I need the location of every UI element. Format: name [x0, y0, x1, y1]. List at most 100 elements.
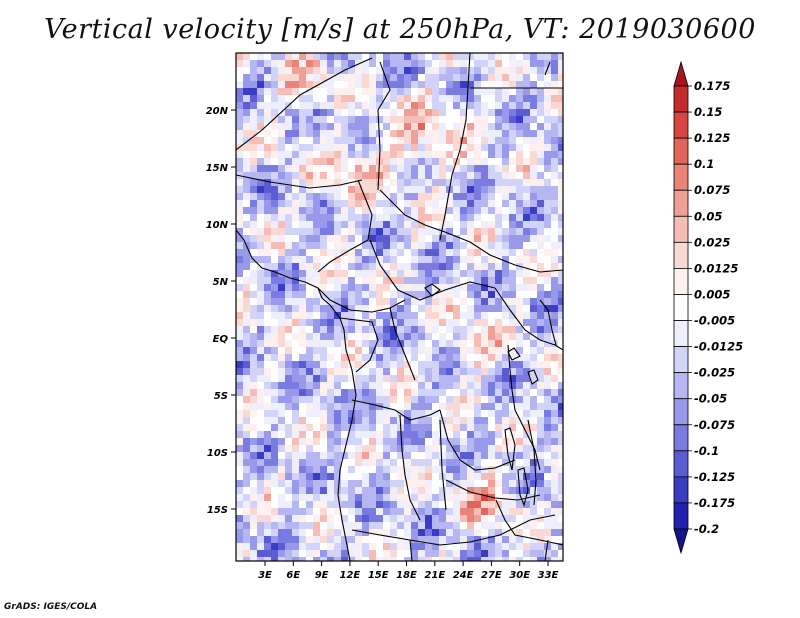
field-cell	[467, 53, 475, 61]
field-cell	[376, 431, 384, 439]
field-cell	[453, 235, 461, 243]
field-cell	[299, 494, 307, 502]
field-cell	[299, 158, 307, 166]
field-cell	[306, 375, 314, 383]
field-cell	[271, 81, 279, 89]
field-cell	[418, 277, 426, 285]
field-cell	[509, 158, 517, 166]
field-cell	[264, 515, 272, 523]
field-cell	[418, 137, 426, 145]
field-cell	[369, 508, 377, 516]
field-cell	[502, 424, 510, 432]
field-cell	[523, 67, 531, 75]
field-cell	[453, 424, 461, 432]
field-cell	[481, 431, 489, 439]
field-cell	[488, 375, 496, 383]
field-cell	[327, 95, 335, 103]
field-cell	[488, 480, 496, 488]
field-cell	[383, 466, 391, 474]
field-cell	[278, 501, 286, 509]
field-cell	[362, 466, 370, 474]
field-cell	[558, 221, 563, 229]
field-cell	[516, 291, 524, 299]
lat-label: 15S	[207, 505, 228, 516]
field-cell	[509, 431, 517, 439]
field-cell	[236, 452, 244, 460]
field-cell	[404, 494, 412, 502]
field-cell	[425, 186, 433, 194]
field-cell	[523, 249, 531, 257]
field-cell	[411, 144, 419, 152]
field-cell	[243, 277, 251, 285]
field-cell	[474, 137, 482, 145]
field-cell	[320, 60, 328, 68]
field-cell	[516, 221, 524, 229]
field-cell	[362, 480, 370, 488]
field-cell	[558, 340, 563, 348]
field-cell	[509, 417, 517, 425]
field-cell	[453, 95, 461, 103]
field-cell	[558, 284, 563, 292]
field-cell	[404, 375, 412, 383]
field-cell	[558, 60, 563, 68]
field-cell	[460, 214, 468, 222]
field-cell	[530, 172, 538, 180]
field-cell	[558, 165, 563, 173]
field-cell	[243, 368, 251, 376]
field-cell	[348, 466, 356, 474]
field-cell	[558, 529, 563, 537]
field-cell	[320, 235, 328, 243]
field-cell	[523, 263, 531, 271]
field-cell	[334, 228, 342, 236]
field-cell	[397, 249, 405, 257]
field-cell	[488, 102, 496, 110]
field-cell	[474, 305, 482, 313]
field-cell	[285, 214, 293, 222]
field-cell	[411, 60, 419, 68]
field-cell	[369, 515, 377, 523]
field-cell	[327, 501, 335, 509]
field-cell	[299, 445, 307, 453]
field-cell	[390, 410, 398, 418]
field-cell	[341, 382, 349, 390]
field-cell	[446, 102, 454, 110]
field-cell	[383, 522, 391, 530]
field-cell	[551, 249, 559, 257]
field-cell	[558, 410, 563, 418]
lon-label: 21E	[424, 570, 445, 581]
field-cell	[348, 550, 356, 558]
field-cell	[544, 522, 552, 530]
field-cell	[334, 200, 342, 208]
field-cell	[537, 95, 545, 103]
field-cell	[418, 179, 426, 187]
field-cell	[250, 501, 258, 509]
field-cell	[257, 249, 265, 257]
field-cell	[523, 172, 531, 180]
field-cell	[460, 396, 468, 404]
field-cell	[439, 459, 447, 467]
field-cell	[551, 123, 559, 131]
field-cell	[243, 480, 251, 488]
field-cell	[432, 165, 440, 173]
field-cell	[446, 270, 454, 278]
field-cell	[390, 284, 398, 292]
field-cell	[362, 74, 370, 82]
field-cell	[236, 291, 244, 299]
field-cell	[537, 228, 545, 236]
field-cell	[509, 326, 517, 334]
field-cell	[537, 494, 545, 502]
field-cell	[376, 207, 384, 215]
field-cell	[313, 214, 321, 222]
field-cell	[376, 256, 384, 264]
field-cell	[306, 536, 314, 544]
field-cell	[327, 130, 335, 138]
field-cell	[404, 515, 412, 523]
field-cell	[453, 270, 461, 278]
field-cell	[313, 60, 321, 68]
field-cell	[502, 354, 510, 362]
field-cell	[516, 277, 524, 285]
field-cell	[243, 340, 251, 348]
field-cell	[383, 438, 391, 446]
field-cell	[418, 81, 426, 89]
field-cell	[446, 403, 454, 411]
